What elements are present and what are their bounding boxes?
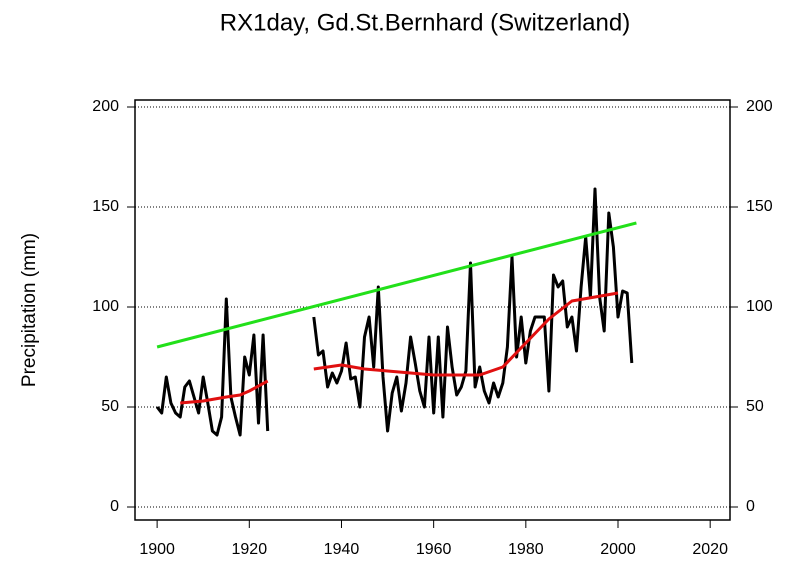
plot-frame (134, 99, 731, 521)
y-tick-label: 200 (92, 98, 119, 115)
x-tick-label: 2000 (600, 541, 636, 558)
y2-tick-label: 50 (746, 398, 764, 415)
x-tick-label: 1980 (508, 541, 544, 558)
x-tick-label: 1900 (139, 541, 175, 558)
y2-tick-label: 150 (746, 198, 773, 215)
y2-tick-label: 0 (746, 498, 755, 515)
y-tick-label: 100 (92, 298, 119, 315)
y-axis-label: Precipitation (mm) (19, 233, 40, 387)
data-line (180, 291, 619, 405)
data-line (156, 221, 637, 349)
y2-tick-label: 100 (746, 298, 773, 315)
chart-title: RX1day, Gd.St.Bernhard (Switzerland) (220, 9, 630, 36)
data-line (155, 187, 634, 437)
x-tick-label: 1960 (416, 541, 452, 558)
y-tick-label: 150 (92, 198, 119, 215)
x-tick-label: 2020 (692, 541, 728, 558)
y-tick-label: 50 (101, 398, 119, 415)
y2-tick-label: 200 (746, 98, 773, 115)
x-tick-label: 1920 (232, 541, 268, 558)
y-tick-label: 0 (110, 498, 119, 515)
x-tick-label: 1940 (324, 541, 360, 558)
